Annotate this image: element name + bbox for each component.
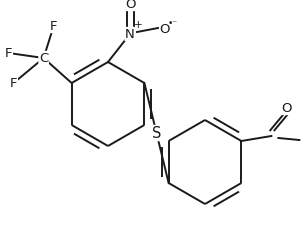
Text: O: O <box>160 23 170 36</box>
Text: C: C <box>39 52 48 65</box>
Text: O: O <box>281 102 292 115</box>
Text: N: N <box>125 28 135 41</box>
Text: +: + <box>134 20 142 30</box>
Text: F: F <box>10 77 18 90</box>
Text: F: F <box>50 20 57 33</box>
Text: S: S <box>152 126 161 141</box>
Text: O: O <box>125 0 135 11</box>
Text: F: F <box>5 47 12 60</box>
Text: •⁻: •⁻ <box>168 19 178 28</box>
